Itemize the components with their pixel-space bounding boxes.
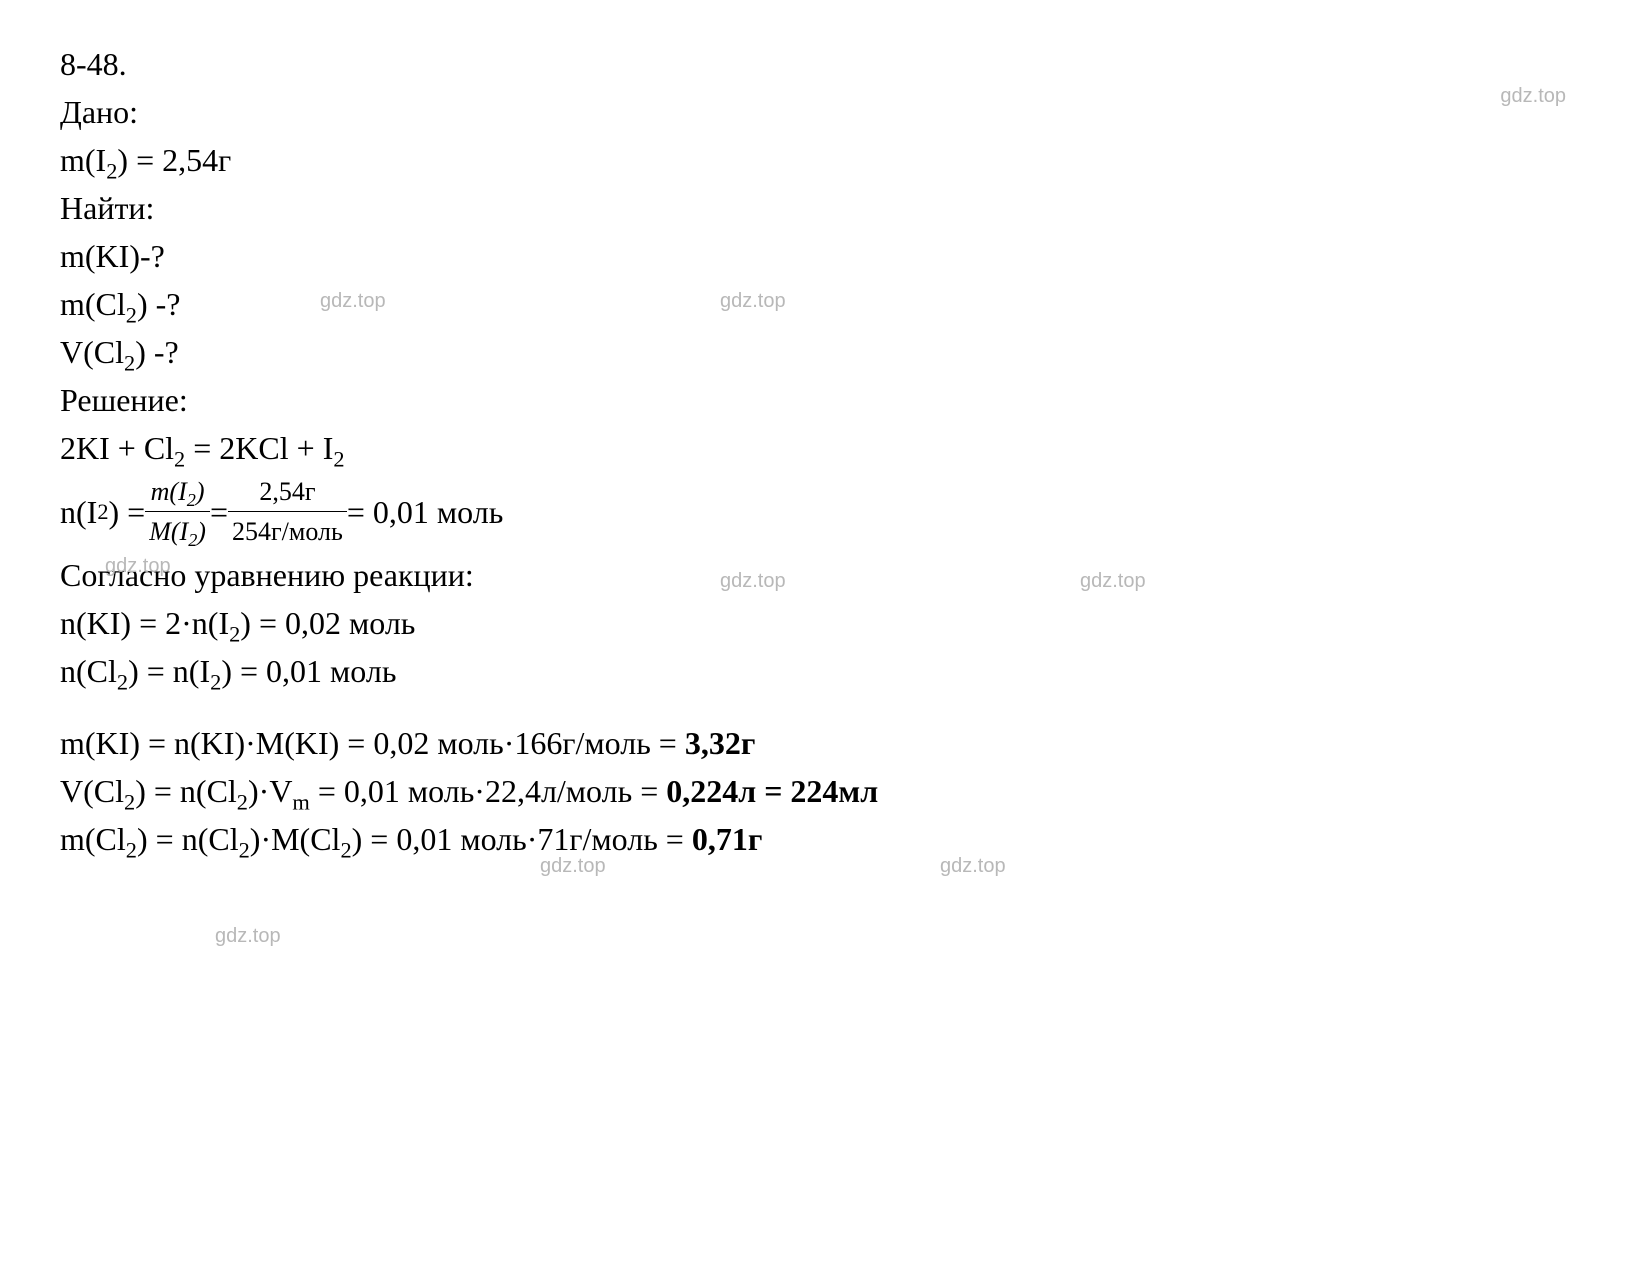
- find-label: Найти:: [60, 184, 1576, 232]
- find-2: m(Cl2) -?: [60, 280, 1576, 328]
- according-label: Согласно уравнению реакции:: [60, 551, 1576, 599]
- m-cl2-result-line: m(Cl2) = n(Cl2)·M(Cl2) = 0,01 моль·71г/м…: [60, 815, 1576, 863]
- m-ki-result-line: m(KI) = n(KI)·M(KI) = 0,02 моль·166г/мол…: [60, 719, 1576, 767]
- v-cl2-result-line: V(Cl2) = n(Cl2)·Vm = 0,01 моль·22,4л/мол…: [60, 767, 1576, 815]
- given-label: Дано:: [60, 88, 1576, 136]
- find-3: V(Cl2) -?: [60, 328, 1576, 376]
- find-1: m(KI)-?: [60, 232, 1576, 280]
- reaction-equation: 2KI + Cl2 = 2KCl + I2: [60, 424, 1576, 472]
- problem-number: 8-48.: [60, 40, 1576, 88]
- watermark: gdz.top: [215, 925, 281, 948]
- n-cl2-line: n(Cl2) = n(I2) = 0,01 моль: [60, 647, 1576, 695]
- solution-label: Решение:: [60, 376, 1576, 424]
- n-i2-calculation: n(I2) = m(I2) M(I2) = 2,54г 254г/моль = …: [60, 472, 1576, 551]
- n-ki-line: n(KI) = 2·n(I2) = 0,02 моль: [60, 599, 1576, 647]
- given-mass-line: m(I2) = 2,54г: [60, 136, 1576, 184]
